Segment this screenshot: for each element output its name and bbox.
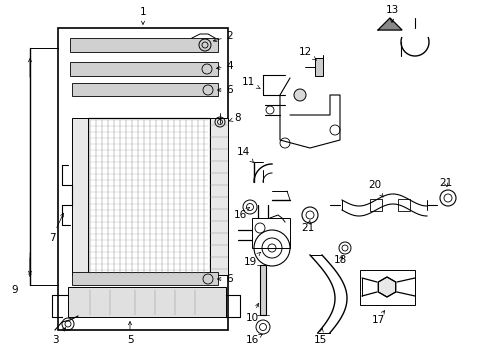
Bar (58, 28, 227, 330)
Text: 2: 2 (213, 31, 233, 42)
Text: 11: 11 (241, 77, 260, 89)
Text: 10: 10 (245, 303, 258, 323)
Text: 16: 16 (233, 207, 249, 220)
Bar (251, 218, 289, 248)
Text: 18: 18 (333, 255, 346, 265)
Text: 3: 3 (52, 328, 65, 345)
Bar (369, 199, 381, 211)
Text: 5: 5 (126, 321, 133, 345)
Text: 6: 6 (217, 274, 233, 284)
Polygon shape (378, 277, 395, 297)
Circle shape (293, 89, 305, 101)
Bar (260, 265, 265, 315)
Bar (72, 272, 218, 285)
Text: 21: 21 (301, 220, 314, 233)
Bar (72, 118, 88, 275)
Bar (359, 270, 414, 305)
Text: 17: 17 (370, 311, 384, 325)
Text: 1: 1 (140, 7, 146, 24)
Text: 9: 9 (12, 285, 18, 295)
Text: 14: 14 (236, 147, 253, 162)
Bar (72, 83, 218, 96)
Bar (70, 62, 218, 76)
Text: 4: 4 (216, 61, 233, 71)
Bar (70, 38, 218, 52)
Bar (209, 118, 227, 275)
Bar (314, 58, 323, 76)
Bar (88, 118, 209, 276)
Text: 16: 16 (245, 334, 262, 345)
Polygon shape (377, 18, 401, 30)
Text: 7: 7 (49, 213, 63, 243)
Text: 19: 19 (243, 252, 260, 267)
Text: 15: 15 (313, 328, 326, 345)
Text: 20: 20 (367, 180, 382, 197)
Text: 8: 8 (229, 113, 241, 123)
Bar (397, 199, 409, 211)
Text: 6: 6 (217, 85, 233, 95)
Text: 21: 21 (439, 178, 452, 188)
Bar (68, 287, 225, 317)
Text: 13: 13 (385, 5, 398, 22)
Text: 12: 12 (298, 47, 316, 60)
